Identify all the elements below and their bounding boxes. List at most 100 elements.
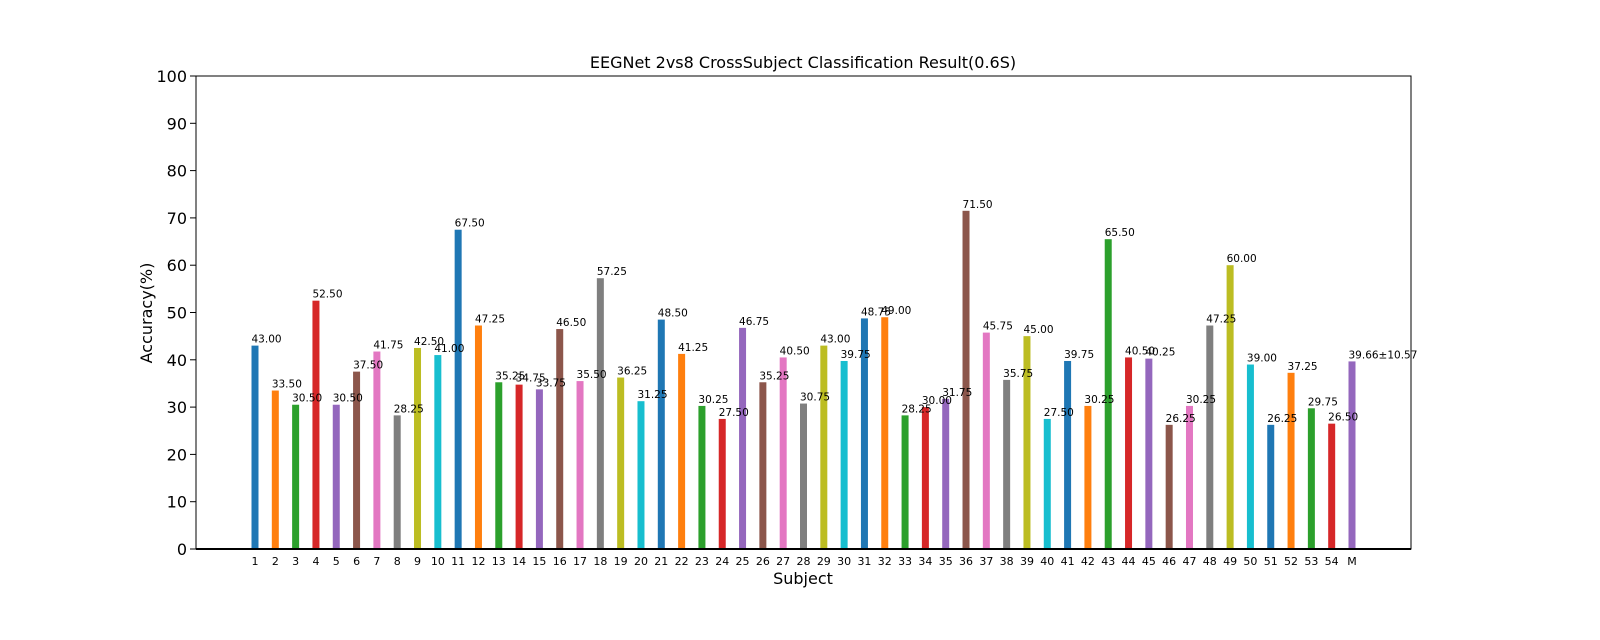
data-label: 45.75 <box>983 321 1013 333</box>
data-label: 35.50 <box>577 369 607 381</box>
y-axis-label: Accuracy(%) <box>137 263 156 364</box>
data-label: 46.75 <box>739 316 769 328</box>
bar <box>515 384 523 549</box>
bar <box>414 347 422 549</box>
x-tick-label: 39 <box>1020 555 1034 568</box>
data-label: 36.25 <box>617 366 647 378</box>
y-tick-label: 80 <box>167 162 187 181</box>
bar <box>759 382 767 549</box>
x-tick-label: 36 <box>959 555 973 568</box>
bar <box>1287 372 1295 549</box>
x-tick-label: 8 <box>394 555 401 568</box>
bar <box>1064 360 1072 549</box>
bar <box>474 325 482 549</box>
bar <box>1145 358 1153 549</box>
data-label: 60.00 <box>1227 253 1257 265</box>
x-tick-label: 12 <box>471 555 485 568</box>
x-tick-label: 35 <box>939 555 953 568</box>
x-tick-label: 48 <box>1203 555 1217 568</box>
data-label: 30.25 <box>1186 394 1216 406</box>
x-tick-label: 14 <box>512 555 526 568</box>
data-label: 40.50 <box>780 345 810 357</box>
x-tick-label: 26 <box>756 555 770 568</box>
x-tick-label: 24 <box>715 555 729 568</box>
data-label: 37.50 <box>353 360 383 372</box>
bar <box>1226 265 1234 549</box>
bar <box>962 210 970 549</box>
data-label: 28.25 <box>394 403 424 415</box>
bar <box>271 390 279 549</box>
data-label: 48.50 <box>658 308 688 320</box>
bar <box>1246 364 1254 549</box>
data-label: 67.50 <box>455 218 485 230</box>
data-label: 42.50 <box>414 336 444 348</box>
x-tick-label: 6 <box>353 555 360 568</box>
bar <box>1104 239 1112 549</box>
data-label: 26.25 <box>1267 413 1297 425</box>
x-tick-label: 13 <box>492 555 506 568</box>
bar <box>1165 424 1173 549</box>
data-label: 47.25 <box>475 314 505 326</box>
bar <box>495 382 503 549</box>
x-tick-label: 33 <box>898 555 912 568</box>
data-label: 34.75 <box>516 373 546 385</box>
data-label: 30.75 <box>800 392 830 404</box>
bar <box>596 278 604 549</box>
x-tick-label: 41 <box>1061 555 1075 568</box>
y-tick-label: 50 <box>167 304 187 323</box>
x-tick-label: 29 <box>817 555 831 568</box>
x-tick-label: 45 <box>1142 555 1156 568</box>
x-tick-label: 49 <box>1223 555 1237 568</box>
bar <box>1043 418 1051 549</box>
data-label: 31.75 <box>942 387 972 399</box>
x-tick-label: 15 <box>532 555 546 568</box>
bar <box>373 351 381 549</box>
bar <box>1125 357 1133 549</box>
y-axis: 0 10 20 30 40 50 60 70 80 90 100 <box>156 67 196 559</box>
bars-group <box>251 210 1356 549</box>
x-tick-label: 51 <box>1264 555 1278 568</box>
x-tick-label: 23 <box>695 555 709 568</box>
x-tick-label: 37 <box>979 555 993 568</box>
data-label: 46.50 <box>556 317 586 329</box>
data-label: 48.75 <box>861 306 891 318</box>
x-tick-label: M <box>1347 555 1357 568</box>
bar <box>800 403 807 549</box>
x-tick-label: 16 <box>553 555 567 568</box>
x-tick-label: 52 <box>1284 555 1298 568</box>
x-axis: 1 2 3 4 5 6 7 8 9 10 11 12 13 14 15 16 17 18 19 20 21 22 23 24 2… <box>252 555 1357 568</box>
bar <box>1003 379 1011 549</box>
bar <box>576 381 584 549</box>
bar <box>860 318 868 549</box>
data-label: 35.25 <box>495 370 525 382</box>
x-tick-label: 32 <box>878 555 892 568</box>
x-tick-label: 4 <box>312 555 319 568</box>
y-tick-label: 100 <box>156 67 187 86</box>
y-tick-label: 20 <box>167 445 187 464</box>
data-label: 30.50 <box>292 393 322 405</box>
data-label: 65.50 <box>1105 227 1135 239</box>
bar <box>718 418 726 549</box>
bar <box>739 327 747 549</box>
x-tick-label: 22 <box>675 555 689 568</box>
x-tick-label: 5 <box>333 555 340 568</box>
data-label: 43.00 <box>820 334 850 346</box>
y-tick-label: 90 <box>167 114 187 133</box>
bar <box>1185 405 1193 549</box>
data-label: 37.25 <box>1288 361 1318 373</box>
bar <box>881 317 889 549</box>
bar <box>942 398 950 549</box>
data-label: 40.25 <box>1145 347 1175 359</box>
bar <box>1023 336 1031 549</box>
data-label: 30.25 <box>698 394 728 406</box>
x-tick-label: 25 <box>736 555 750 568</box>
x-tick-label: 47 <box>1182 555 1196 568</box>
bar <box>535 389 543 549</box>
data-labels-group: 43.00 33.50 30.50 52.50 30.50 37.50 41.75 28.25… <box>252 199 1418 425</box>
data-label: 33.50 <box>272 379 302 391</box>
bar <box>1206 325 1214 549</box>
x-axis-label: Subject <box>773 569 833 588</box>
data-label: 45.00 <box>1023 324 1053 336</box>
x-tick-label: 42 <box>1081 555 1095 568</box>
data-label: 41.00 <box>434 343 464 355</box>
